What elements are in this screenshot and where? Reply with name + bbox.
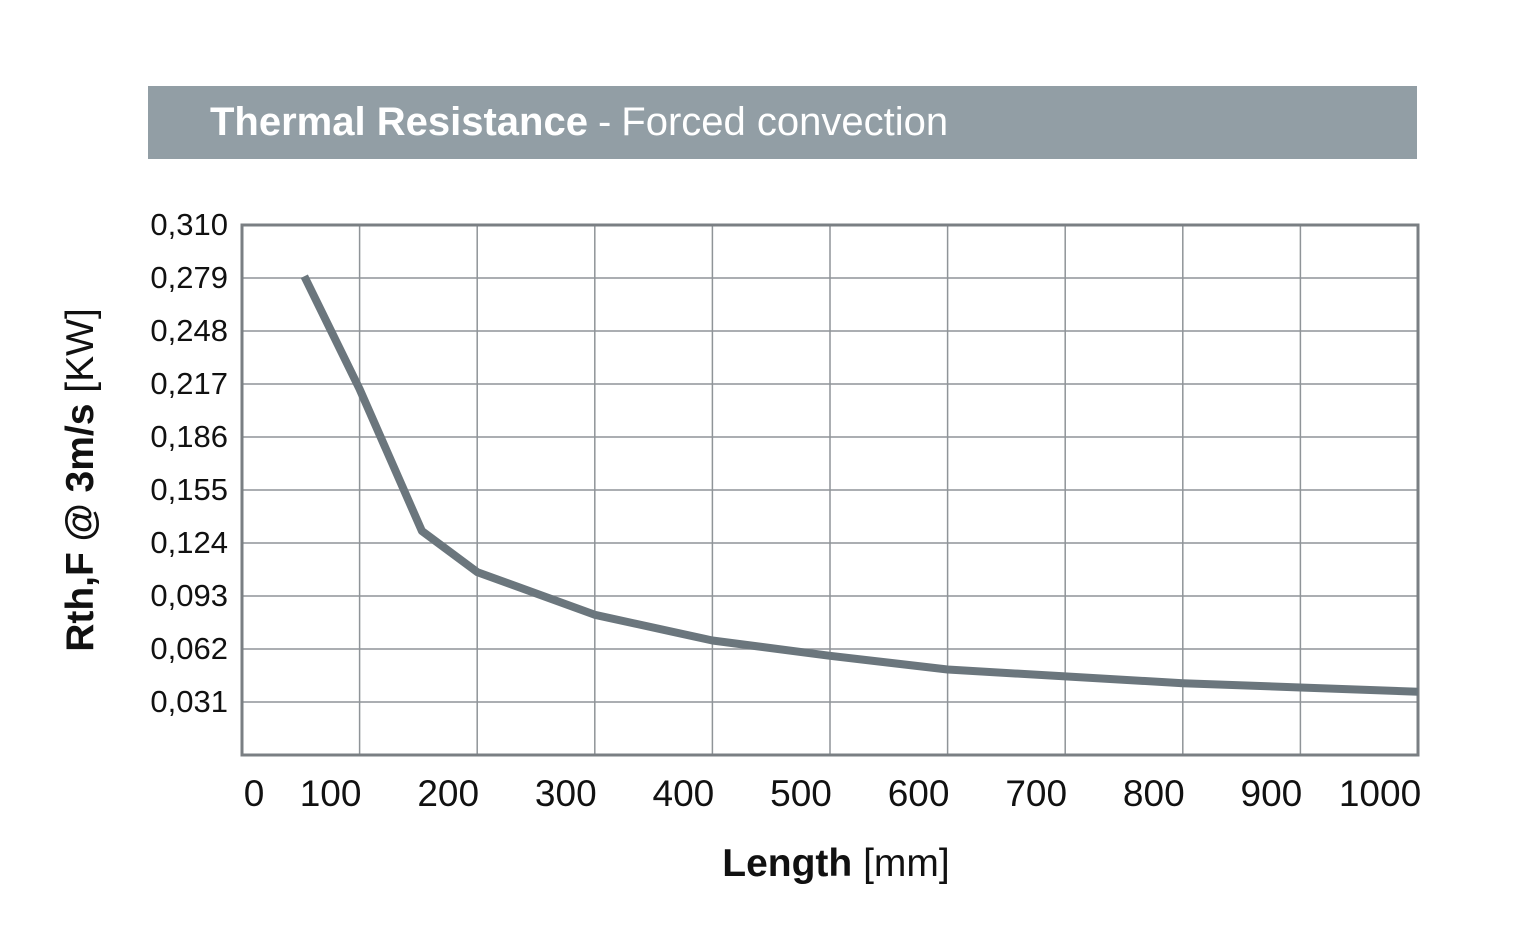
y-tick-label: 0,155: [150, 472, 228, 507]
x-axis-title-main: Length: [722, 842, 853, 885]
series-line: [300, 274, 1419, 696]
x-tick-labels: 0 100 200 300 400 500 600 700 800 900 1000: [244, 773, 1421, 814]
x-tick-label: 100: [300, 773, 362, 814]
y-axis-title-main: Rth,F @ 3m/s: [59, 403, 102, 652]
y-tick-label: 0,186: [150, 419, 228, 454]
x-axis-title-unit: [mm]: [863, 842, 950, 885]
y-tick-label: 0,310: [150, 207, 228, 242]
x-tick-label: 0: [244, 773, 265, 814]
x-tick-label: 800: [1123, 773, 1185, 814]
x-tick-label: 600: [888, 773, 950, 814]
x-tick-label: 300: [535, 773, 597, 814]
y-tick-label: 0,031: [150, 684, 228, 719]
y-axis-title: Rth,F @ 3m/s [KW]: [59, 308, 103, 652]
chart-title-main: Thermal Resistance: [210, 100, 588, 144]
grid-lines: [242, 225, 1418, 755]
y-tick-label: 0,248: [150, 313, 228, 348]
x-tick-label: 200: [417, 773, 479, 814]
chart-title-separator: -: [597, 100, 612, 144]
chart-title-bar: Thermal Resistance - Forced convection: [148, 86, 1417, 159]
y-tick-label: 0,062: [150, 631, 228, 666]
y-tick-label: 0,093: [150, 578, 228, 613]
y-tick-labels: 0,031 0,062 0,093 0,124 0,155 0,186 0,217 0,248…: [150, 207, 228, 719]
x-tick-label: 900: [1241, 773, 1303, 814]
y-tick-label: 0,217: [150, 366, 228, 401]
x-tick-label: 700: [1005, 773, 1067, 814]
x-tick-label: 400: [653, 773, 715, 814]
plot-frame: [240, 223, 1420, 757]
x-axis-title: Length [mm]: [722, 842, 949, 886]
x-tick-label: 500: [770, 773, 832, 814]
chart-title-sub: Forced convection: [621, 100, 949, 144]
y-tick-label: 0,279: [150, 260, 228, 295]
y-axis-title-unit: [KW]: [59, 308, 102, 393]
y-tick-label: 0,124: [150, 525, 228, 560]
x-tick-label: 1000: [1339, 773, 1421, 814]
